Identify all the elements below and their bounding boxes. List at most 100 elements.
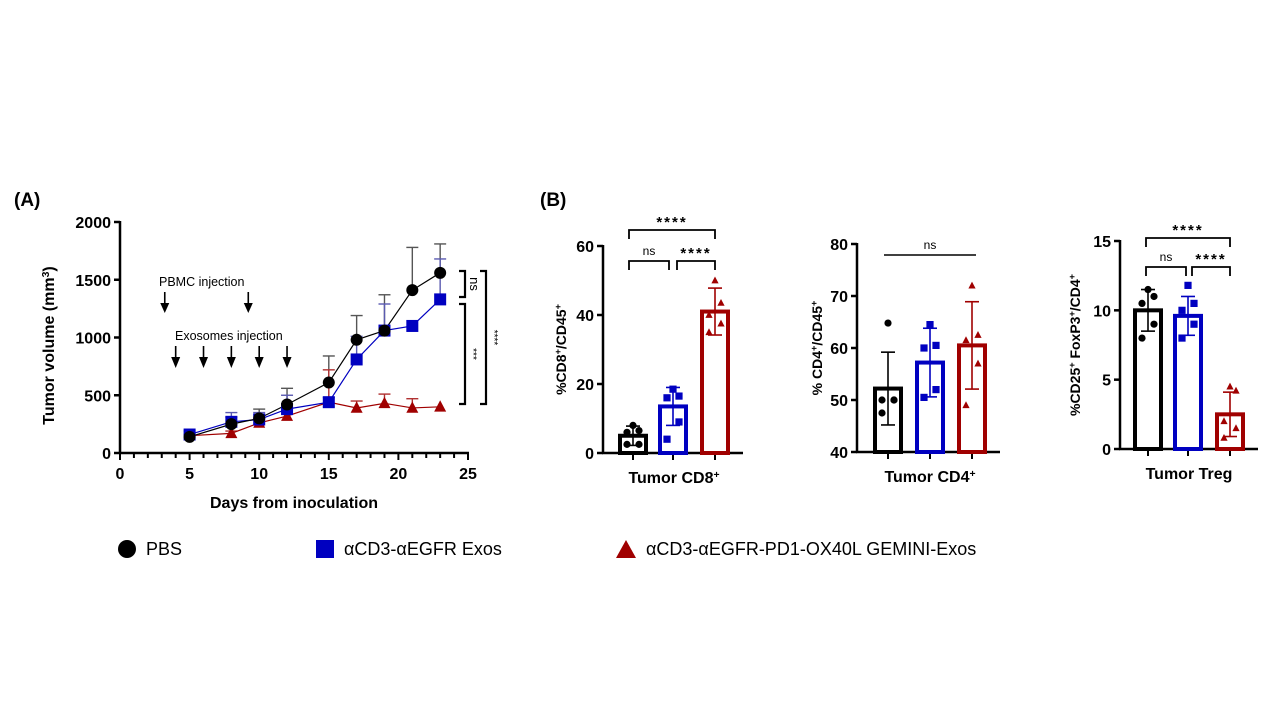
panel-label-b: (B) bbox=[540, 190, 566, 211]
panel-label-a: (A) bbox=[14, 190, 40, 211]
y-tick-label: 5 bbox=[1102, 373, 1111, 390]
data-point bbox=[434, 293, 447, 306]
data-point bbox=[378, 324, 391, 337]
circle-marker-icon bbox=[118, 540, 136, 558]
sig-label: ns bbox=[643, 244, 656, 258]
x-tick-label: 15 bbox=[320, 466, 338, 483]
sig-bracket bbox=[1145, 237, 1231, 247]
sig-label: **** bbox=[680, 245, 711, 262]
data-point bbox=[675, 418, 683, 426]
exo-arrow-icon bbox=[282, 357, 292, 368]
data-point bbox=[623, 428, 631, 436]
y-tick-label: 1500 bbox=[75, 273, 111, 290]
data-point bbox=[1190, 299, 1198, 307]
exo-arrow-icon bbox=[226, 357, 236, 368]
x-tick-label: 5 bbox=[185, 466, 194, 483]
data-point bbox=[711, 276, 719, 284]
data-point bbox=[1220, 433, 1228, 441]
data-point bbox=[962, 401, 970, 409]
data-point bbox=[1190, 320, 1198, 328]
bar bbox=[1133, 308, 1163, 452]
square-marker-icon bbox=[316, 540, 334, 558]
data-point bbox=[378, 396, 391, 409]
data-point bbox=[1150, 292, 1158, 301]
sig-bracket bbox=[676, 260, 716, 270]
exo-arrow-icon bbox=[171, 357, 181, 368]
y-axis-label: %CD25+ FoxP3+/CD4+ bbox=[1067, 274, 1083, 416]
data-point bbox=[1150, 320, 1158, 328]
data-point bbox=[926, 321, 934, 329]
x-axis-label: Tumor CD8+ bbox=[628, 470, 719, 488]
data-point bbox=[434, 266, 447, 279]
legend-label: αCD3-αEGFR-PD1-OX40L GEMINI-Exos bbox=[646, 538, 977, 559]
data-point bbox=[350, 333, 363, 346]
data-point bbox=[1184, 281, 1192, 289]
data-point bbox=[1138, 299, 1146, 307]
y-tick-label: 40 bbox=[830, 445, 848, 462]
x-axis-label: Days from inoculation bbox=[210, 495, 378, 512]
x-axis-label: Tumor CD4+ bbox=[884, 469, 975, 487]
y-axis-label: %CD8+/CD45+ bbox=[553, 304, 569, 395]
triangle-marker-icon bbox=[616, 540, 636, 558]
x-tick-label: 20 bbox=[390, 466, 408, 483]
data-point bbox=[932, 386, 940, 394]
sig-label: **** bbox=[1195, 251, 1226, 268]
data-point bbox=[884, 319, 892, 327]
y-axis-label: % CD4+/CD45+ bbox=[809, 301, 825, 396]
y-tick-label: 2000 bbox=[75, 215, 111, 232]
data-point bbox=[623, 440, 631, 448]
y-tick-label: 20 bbox=[576, 377, 594, 394]
y-tick-label: 1000 bbox=[75, 331, 111, 348]
legend-item-pbs: PBS bbox=[118, 536, 182, 562]
data-point bbox=[890, 396, 898, 404]
tumor-volume-line-chart: 0 500 1000 1500 2000 0 5 10 15 20 25 Days from inoc… bbox=[41, 215, 500, 512]
sig-label: ns bbox=[924, 238, 937, 252]
legend-item-exos: αCD3-αEGFR Exos bbox=[316, 536, 502, 562]
treg-bar-chart: 0 5 10 15 Tumor Treg %CD25+ FoxP3+/CD4+ ns ****… bbox=[1067, 222, 1258, 483]
y-tick-label: 70 bbox=[830, 289, 848, 306]
x-tick-label: 25 bbox=[459, 466, 477, 483]
sig-bracket bbox=[1191, 266, 1231, 276]
data-point bbox=[350, 401, 363, 413]
legend-label: αCD3-αEGFR Exos bbox=[344, 538, 502, 559]
data-point bbox=[920, 344, 928, 352]
data-point bbox=[974, 331, 982, 338]
data-point bbox=[253, 412, 266, 425]
data-point bbox=[225, 426, 238, 439]
series-line bbox=[189, 298, 441, 436]
data-point bbox=[1232, 424, 1240, 432]
sig-bracket-quad-label: **** bbox=[488, 330, 499, 346]
data-point bbox=[434, 400, 447, 412]
data-point bbox=[225, 418, 238, 431]
x-tick-label: 10 bbox=[250, 466, 268, 483]
y-tick-label: 60 bbox=[576, 239, 594, 256]
pbmc-arrow-icon bbox=[243, 303, 253, 313]
data-point bbox=[406, 319, 419, 332]
sig-bracket-ns bbox=[459, 269, 467, 299]
data-point bbox=[974, 359, 982, 367]
data-point bbox=[183, 430, 196, 443]
y-tick-label: 500 bbox=[84, 388, 111, 405]
data-point bbox=[663, 435, 671, 443]
legend-item-gemini: αCD3-αEGFR-PD1-OX40L GEMINI-Exos bbox=[616, 536, 976, 562]
data-point bbox=[635, 426, 643, 435]
data-point bbox=[635, 440, 643, 448]
data-point bbox=[878, 409, 886, 417]
x-axis-label: Tumor Treg bbox=[1146, 466, 1233, 483]
data-point bbox=[1138, 334, 1146, 342]
data-point bbox=[322, 376, 335, 389]
data-point bbox=[1220, 417, 1228, 425]
y-tick-label: 10 bbox=[1093, 303, 1111, 320]
data-point bbox=[406, 401, 419, 413]
exo-arrow-icon bbox=[254, 357, 264, 368]
data-point bbox=[322, 396, 335, 409]
exo-arrow-icon bbox=[199, 357, 209, 368]
x-tick-label: 0 bbox=[116, 466, 125, 483]
data-point bbox=[1178, 334, 1186, 342]
data-point bbox=[717, 298, 725, 306]
legend-label: PBS bbox=[146, 538, 183, 559]
data-point bbox=[932, 341, 940, 349]
data-point bbox=[962, 336, 970, 344]
